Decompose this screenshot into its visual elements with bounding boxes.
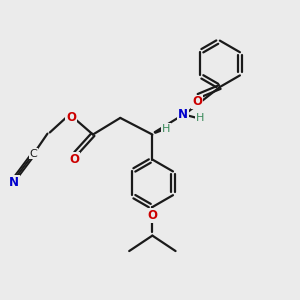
Text: H: H [196,113,204,124]
Text: H: H [162,124,170,134]
Text: O: O [147,209,158,222]
Text: O: O [66,111,76,124]
Text: C: C [30,148,38,159]
Text: O: O [70,153,80,166]
Text: N: N [178,108,188,122]
Text: O: O [192,95,202,108]
Text: N: N [9,176,19,189]
